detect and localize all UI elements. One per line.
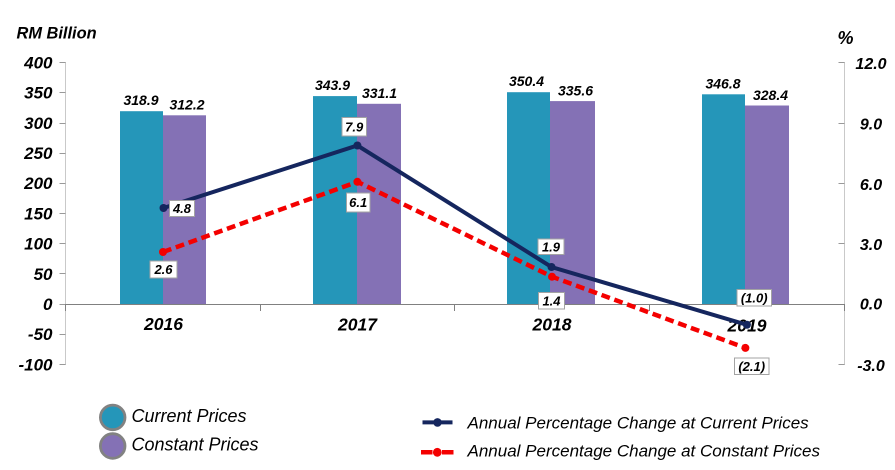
svg-text:(2.1): (2.1) xyxy=(738,359,765,374)
svg-text:6.1: 6.1 xyxy=(349,195,367,210)
svg-text:200: 200 xyxy=(23,174,53,193)
svg-text:Annual Percentage Change at Co: Annual Percentage Change at Constant Pri… xyxy=(467,442,821,461)
svg-text:Current Prices: Current Prices xyxy=(132,406,247,426)
svg-text:-3.0: -3.0 xyxy=(857,358,885,375)
svg-text:0: 0 xyxy=(43,295,53,314)
svg-text:-100: -100 xyxy=(18,355,53,374)
svg-text:350: 350 xyxy=(24,84,53,103)
svg-text:12.0: 12.0 xyxy=(855,56,886,73)
svg-text:2018: 2018 xyxy=(532,315,572,335)
svg-text:343.9: 343.9 xyxy=(315,77,350,93)
svg-text:1.9: 1.9 xyxy=(542,239,561,254)
svg-text:RM Billion: RM Billion xyxy=(17,25,97,43)
svg-text:2016: 2016 xyxy=(143,314,183,334)
svg-text:50: 50 xyxy=(34,265,53,284)
svg-text:100: 100 xyxy=(24,235,53,254)
svg-text:350.4: 350.4 xyxy=(509,73,544,89)
svg-text:335.6: 335.6 xyxy=(558,82,593,98)
svg-text:331.1: 331.1 xyxy=(362,85,397,101)
svg-text:6.0: 6.0 xyxy=(860,177,882,194)
svg-text:3.0: 3.0 xyxy=(860,237,882,254)
svg-text:-50: -50 xyxy=(28,325,53,344)
svg-text:1.4: 1.4 xyxy=(542,293,561,308)
svg-text:0.0: 0.0 xyxy=(860,297,882,314)
svg-text:250: 250 xyxy=(23,144,53,163)
svg-text:328.4: 328.4 xyxy=(753,87,788,103)
svg-text:2017: 2017 xyxy=(337,315,378,335)
svg-text:(1.0): (1.0) xyxy=(741,290,768,305)
svg-text:300: 300 xyxy=(24,114,53,133)
svg-text:Constant Prices: Constant Prices xyxy=(132,435,259,455)
svg-text:2.6: 2.6 xyxy=(153,262,173,277)
svg-text:400: 400 xyxy=(23,53,53,72)
svg-text:4.8: 4.8 xyxy=(172,201,192,216)
svg-text:312.2: 312.2 xyxy=(169,97,204,113)
svg-text:9.0: 9.0 xyxy=(860,116,882,133)
svg-text:7.9: 7.9 xyxy=(345,119,364,134)
svg-text:318.9: 318.9 xyxy=(123,92,158,108)
svg-text:346.8: 346.8 xyxy=(705,76,740,92)
svg-text:%: % xyxy=(838,28,854,48)
svg-text:Annual Percentage Change at Cu: Annual Percentage Change at Current Pric… xyxy=(467,414,810,433)
svg-text:150: 150 xyxy=(24,204,53,223)
